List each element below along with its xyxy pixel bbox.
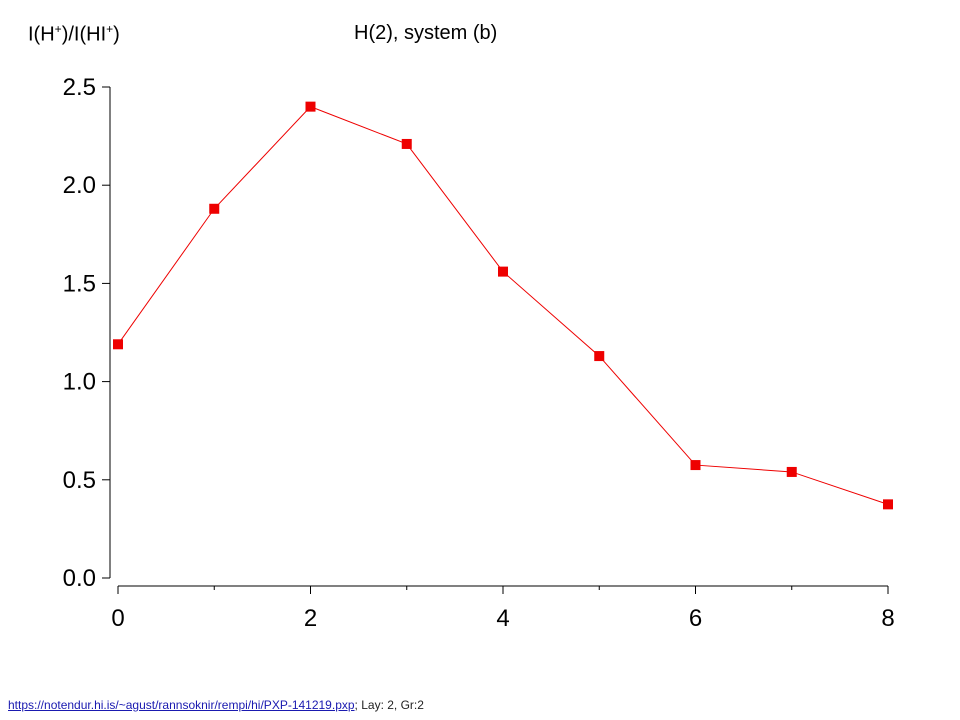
x-tick-label: 0 bbox=[111, 605, 124, 632]
y-tick-label: 1.5 bbox=[63, 270, 96, 297]
y-tick-label: 2.5 bbox=[63, 74, 96, 101]
data-point-marker bbox=[209, 203, 220, 214]
y-tick-label: 2.0 bbox=[63, 172, 96, 199]
data-point-marker bbox=[883, 499, 893, 510]
chart-title: H(2), system (b) bbox=[354, 22, 498, 44]
source-link[interactable]: https://notendur.hi.is/~agust/rannsoknir… bbox=[8, 698, 355, 712]
footer-suffix: ; Lay: 2, Gr:2 bbox=[354, 698, 424, 712]
y-tick-label: 0.0 bbox=[63, 565, 96, 592]
footer: https://notendur.hi.is/~agust/rannsoknir… bbox=[8, 698, 424, 712]
y-axis-label: I(H+)/I(HI+) bbox=[28, 22, 120, 46]
data-point-marker bbox=[113, 339, 123, 350]
data-point-marker bbox=[401, 138, 412, 149]
line-chart: 0.0 0.5 1.0 1.5 2.0 2.5 0 2 4 6 8 bbox=[63, 74, 895, 632]
y-tick-label: 0.5 bbox=[63, 467, 96, 494]
x-tick-label: 6 bbox=[689, 605, 702, 632]
y-tick-label: 1.0 bbox=[63, 369, 96, 396]
data-point-marker bbox=[594, 351, 605, 362]
x-tick-label: 4 bbox=[496, 605, 509, 632]
data-point-marker bbox=[786, 466, 797, 477]
series-line bbox=[117, 106, 889, 505]
x-tick-label: 8 bbox=[881, 605, 894, 632]
x-tick-label: 2 bbox=[304, 605, 317, 632]
data-point-marker bbox=[690, 460, 701, 471]
data-point-marker bbox=[498, 266, 508, 277]
data-point-marker bbox=[305, 101, 316, 112]
